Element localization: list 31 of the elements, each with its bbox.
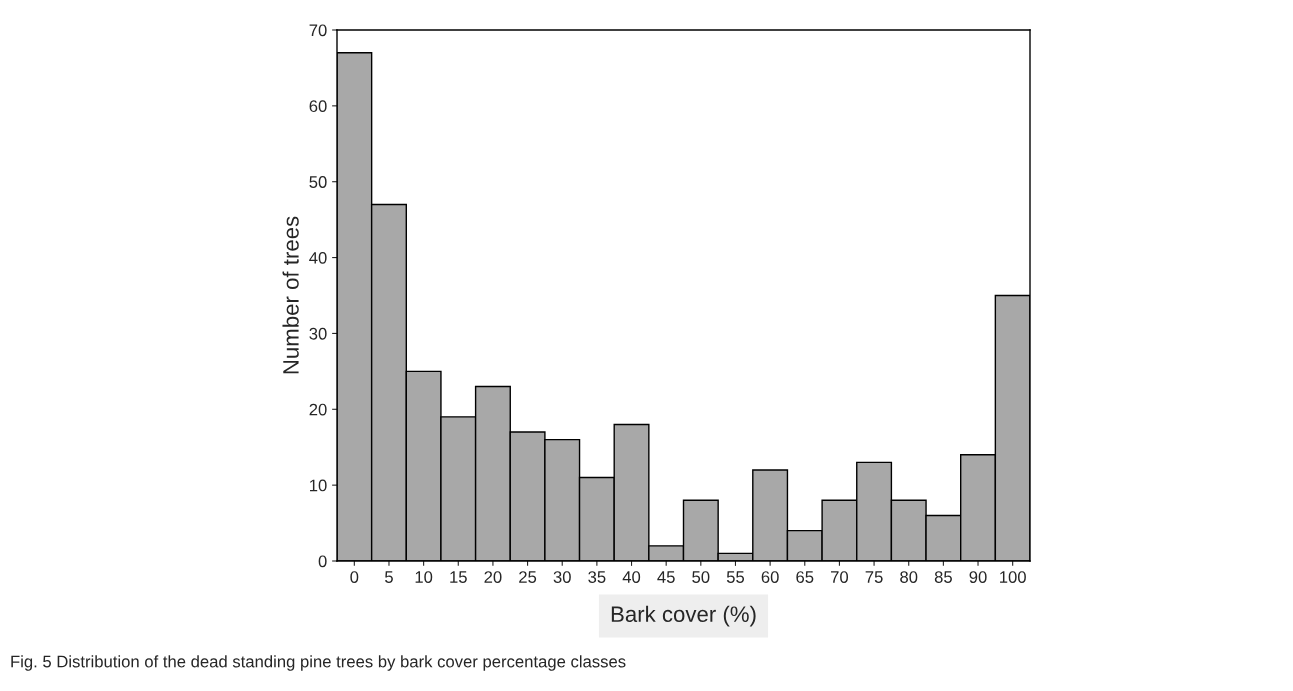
x-tick-label: 10 [415,571,433,583]
x-tick-label: 75 [865,571,883,583]
x-tick-label: 100 [1000,571,1026,583]
x-tick-label: 0 [350,571,359,583]
x-tick-label: 90 [969,571,987,583]
y-tick-label: 30 [309,327,327,340]
y-tick-label: 70 [309,24,327,37]
x-tick-label: 30 [553,571,571,583]
x-tick-label: 40 [622,571,641,583]
y-tick-label: 20 [309,403,327,416]
x-tick-label: 15 [450,571,467,583]
caption: Fig. 5 Distribution of the dead standing pine trees by bark cover percentage classes [11,655,626,671]
x-tick-label: 20 [484,571,502,583]
x-tick-label: 85 [934,571,952,583]
y-tick-label: 50 [309,176,327,188]
x-tick-label: 45 [657,571,675,583]
y-tick-label: 0 [318,555,327,568]
x-tick-label: 50 [692,571,710,583]
x-tick-label: 55 [726,571,745,583]
x-tick-label: 80 [900,571,918,583]
x-tick-label: 60 [761,571,779,583]
x-axis-title: Bark cover (%) [611,605,756,627]
x-tick-label: 70 [831,571,849,583]
x-tick-label: 35 [588,571,606,583]
x-tick-label: 65 [796,571,814,583]
x-tick-label: 5 [385,571,393,583]
y-tick-label: 60 [309,100,327,113]
x-tick-label: 25 [519,571,537,583]
y-tick-label: 10 [310,479,327,492]
y-tick-label: 40 [309,251,327,264]
y-axis-title: Number of trees [282,216,299,374]
